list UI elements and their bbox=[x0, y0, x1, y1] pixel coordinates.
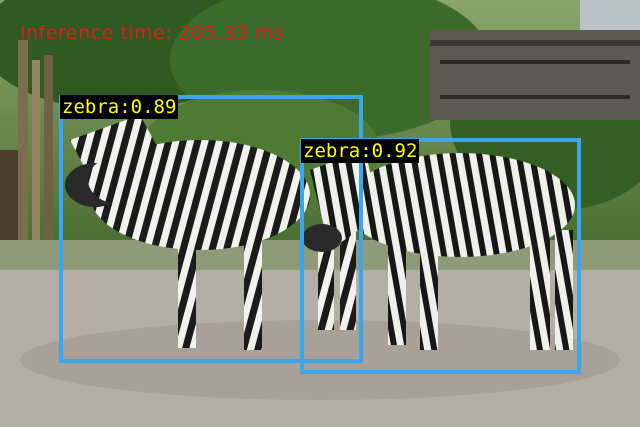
inference-time-text: Inference time: 205.33 ms bbox=[20, 22, 285, 44]
detection-label-zebra-2: zebra:0.92 bbox=[301, 139, 420, 163]
tree-trunk bbox=[18, 40, 28, 270]
detection-box-zebra-2[interactable] bbox=[300, 138, 581, 374]
zebra-left bbox=[65, 115, 356, 350]
detection-box-zebra-1[interactable] bbox=[59, 95, 363, 363]
detection-label-zebra-1: zebra:0.89 bbox=[60, 95, 179, 119]
